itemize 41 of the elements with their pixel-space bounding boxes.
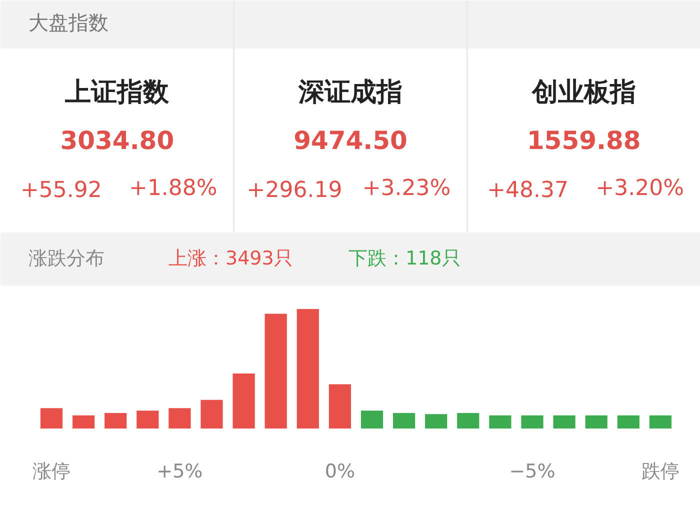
category-label: 创业板指 [530, 78, 636, 108]
bar [264, 314, 287, 428]
text: 9474.50 [294, 126, 408, 155]
bar [72, 415, 95, 428]
text: 上涨：3493只 [168, 248, 293, 270]
bar [360, 410, 384, 428]
text: 下跌：118只 [348, 248, 461, 270]
x-tick-label: −5% [509, 460, 556, 482]
bar [40, 408, 63, 428]
text: +3.23% [362, 176, 451, 201]
text: +55.92 [20, 178, 102, 203]
category-label: 深证成指 [298, 78, 402, 108]
bar [649, 415, 672, 428]
bar [296, 309, 319, 428]
x-tick-label: 0% [324, 460, 356, 482]
bar [200, 400, 223, 428]
text: 大盘指数 [28, 10, 108, 34]
bar [457, 412, 480, 428]
bar [425, 414, 448, 428]
x-tick-label: +5% [156, 460, 203, 482]
x-tick-label: 跌停 [641, 460, 680, 482]
bar [328, 384, 352, 428]
text: +3.20% [596, 176, 684, 201]
category-label: 上证指数 [64, 78, 170, 108]
x-tick-label: 涨停 [32, 460, 70, 482]
bar [168, 408, 191, 428]
bar [489, 415, 512, 428]
text: +48.37 [487, 178, 569, 203]
bar [553, 415, 576, 428]
bar [617, 415, 640, 428]
text: +296.19 [246, 178, 342, 203]
text: 1559.88 [526, 126, 641, 155]
text: +1.88% [129, 176, 218, 201]
bar [136, 410, 159, 428]
bar [104, 412, 127, 428]
bar [392, 412, 416, 428]
bar [232, 374, 255, 428]
bar [521, 415, 544, 428]
chart-title: 涨跌分布 [28, 248, 104, 270]
text: 3034.80 [60, 126, 174, 155]
bar [585, 415, 608, 428]
